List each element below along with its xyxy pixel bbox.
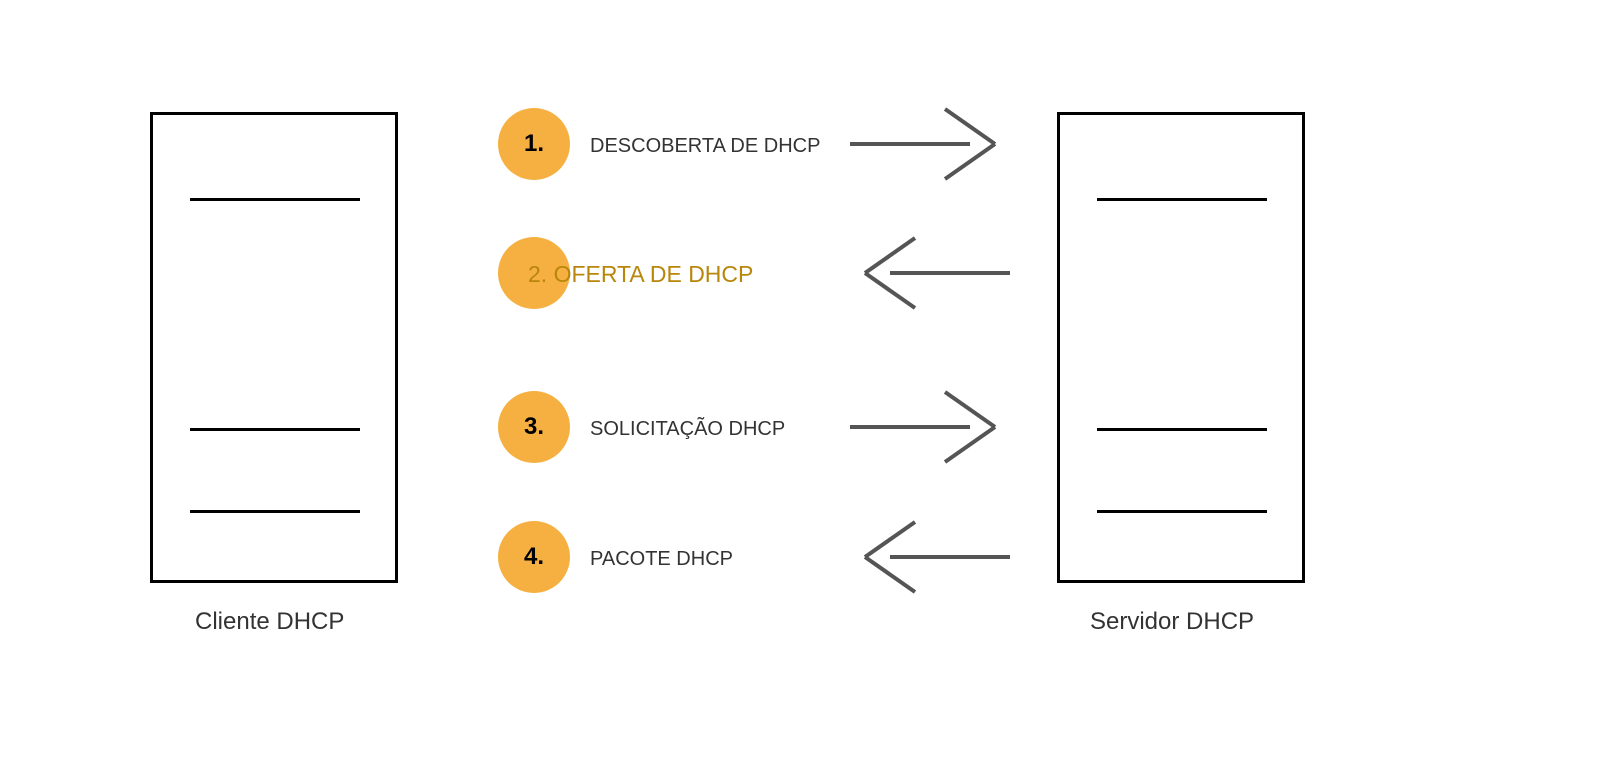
step-4-circle: 4. <box>498 521 570 593</box>
step-2-number: 2. <box>528 261 547 287</box>
step-2-label: 2. OFERTA DE DHCP <box>528 261 753 288</box>
step-1-arrow-icon <box>850 104 1010 184</box>
step-3-label: SOLICITAÇÃO DHCP <box>590 418 785 441</box>
step-3-circle: 3. <box>498 391 570 463</box>
step-2-text: OFERTA DE DHCP <box>554 261 754 287</box>
step-1-label: DESCOBERTA DE DHCP <box>590 135 820 158</box>
client-inner-line-3 <box>190 510 360 513</box>
server-inner-line-2 <box>1097 428 1267 431</box>
step-1-number: 1. <box>524 130 544 158</box>
client-node-label: Cliente DHCP <box>195 608 344 636</box>
step-4-arrow-icon <box>850 517 1010 597</box>
step-4-number: 4. <box>524 543 544 571</box>
step-3-arrow-icon <box>850 387 1010 467</box>
client-inner-line-1 <box>190 198 360 201</box>
step-2-arrow-icon <box>850 233 1010 313</box>
dhcp-diagram: Cliente DHCP Servidor DHCP 1. DESCOBERTA… <box>0 0 1597 783</box>
server-inner-line-1 <box>1097 198 1267 201</box>
server-node-label: Servidor DHCP <box>1090 608 1254 636</box>
step-3-number: 3. <box>524 413 544 441</box>
server-inner-line-3 <box>1097 510 1267 513</box>
step-4-label: PACOTE DHCP <box>590 548 733 571</box>
step-1-circle: 1. <box>498 108 570 180</box>
client-inner-line-2 <box>190 428 360 431</box>
